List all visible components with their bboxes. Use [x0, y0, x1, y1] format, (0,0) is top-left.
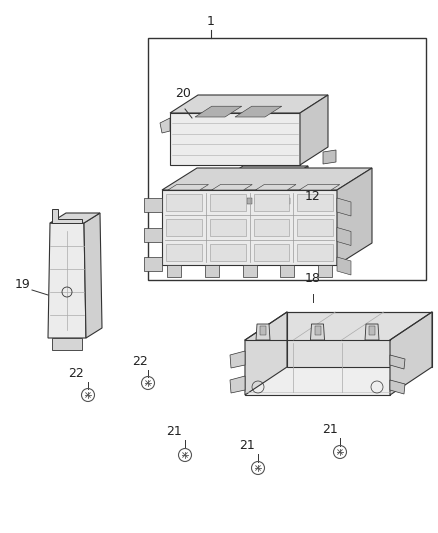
Bar	[144, 198, 162, 212]
Polygon shape	[390, 312, 432, 395]
Text: 1: 1	[207, 15, 215, 28]
Polygon shape	[230, 351, 245, 368]
Polygon shape	[293, 166, 308, 198]
Text: 18: 18	[305, 272, 321, 285]
Polygon shape	[311, 324, 325, 340]
Bar	[318, 265, 332, 277]
Polygon shape	[230, 376, 245, 393]
Polygon shape	[365, 324, 379, 340]
Polygon shape	[323, 150, 336, 164]
Bar	[254, 198, 259, 204]
Text: 12: 12	[305, 190, 321, 203]
Polygon shape	[50, 213, 100, 223]
Bar	[210, 194, 246, 211]
Polygon shape	[212, 184, 252, 190]
Bar	[297, 244, 333, 261]
Polygon shape	[245, 340, 390, 395]
Polygon shape	[195, 106, 242, 117]
Text: 21: 21	[322, 423, 338, 436]
Polygon shape	[52, 209, 82, 223]
Polygon shape	[300, 95, 328, 165]
Polygon shape	[255, 184, 296, 190]
Polygon shape	[162, 190, 337, 265]
Bar	[285, 198, 290, 204]
Text: 21: 21	[166, 425, 182, 438]
Polygon shape	[52, 338, 82, 350]
Polygon shape	[48, 223, 86, 338]
Bar	[148, 38, 426, 280]
Bar	[262, 198, 267, 204]
Polygon shape	[287, 312, 432, 367]
Text: 22: 22	[68, 367, 84, 380]
Bar	[369, 326, 375, 335]
Bar	[144, 257, 162, 271]
Polygon shape	[162, 168, 372, 190]
Bar	[280, 265, 294, 277]
Polygon shape	[160, 118, 170, 133]
Bar	[297, 219, 333, 236]
Polygon shape	[337, 228, 351, 246]
Polygon shape	[84, 213, 102, 338]
Text: 22: 22	[132, 355, 148, 368]
Text: 20: 20	[175, 87, 191, 100]
Polygon shape	[168, 184, 208, 190]
Bar	[297, 194, 333, 211]
Bar	[210, 244, 246, 261]
Bar	[254, 194, 289, 211]
Text: 19: 19	[14, 279, 30, 292]
Polygon shape	[337, 198, 351, 216]
Bar	[232, 198, 237, 204]
Bar	[247, 198, 252, 204]
Bar	[243, 265, 257, 277]
Bar	[254, 219, 289, 236]
Polygon shape	[170, 113, 300, 165]
Bar	[254, 244, 289, 261]
Bar	[144, 228, 162, 241]
Polygon shape	[256, 324, 270, 340]
Bar	[166, 219, 202, 236]
Bar	[277, 198, 282, 204]
Text: 21: 21	[239, 439, 255, 452]
Bar	[210, 219, 246, 236]
Bar	[269, 198, 275, 204]
Polygon shape	[299, 184, 340, 190]
Bar	[314, 326, 321, 335]
Polygon shape	[170, 95, 328, 113]
Bar	[240, 198, 244, 204]
Polygon shape	[390, 355, 405, 369]
Bar	[205, 265, 219, 277]
Polygon shape	[245, 312, 287, 395]
Bar	[167, 265, 181, 277]
Polygon shape	[337, 257, 351, 275]
Polygon shape	[228, 166, 308, 176]
Polygon shape	[337, 168, 372, 265]
Bar	[166, 194, 202, 211]
Bar	[166, 244, 202, 261]
Polygon shape	[235, 106, 282, 117]
Polygon shape	[228, 176, 293, 198]
Bar	[260, 326, 266, 335]
Polygon shape	[390, 380, 405, 394]
